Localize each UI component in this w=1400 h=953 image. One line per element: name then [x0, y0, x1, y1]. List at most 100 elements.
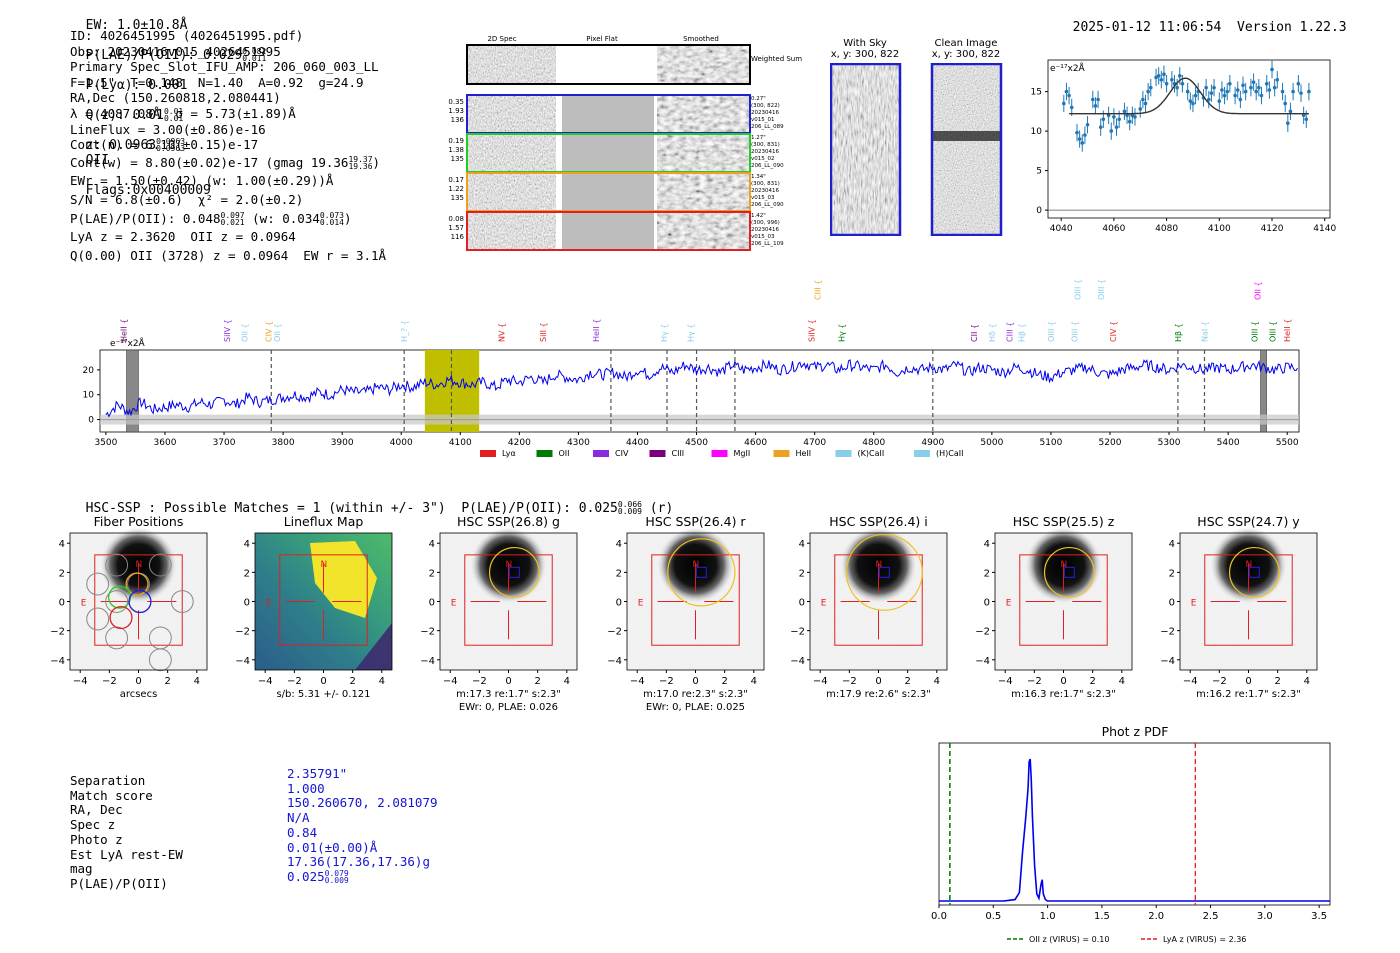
hsc-north-3: N [693, 560, 700, 570]
lf-xlabel-4: 4120 [1261, 224, 1284, 234]
photz-xlabel-5: 2.5 [1203, 911, 1219, 922]
lf-point-66 [1270, 67, 1274, 72]
match-value-lya-ew: 0.01(±0.00)Å [287, 839, 378, 855]
hsc-xlabel-4-2: 0 [875, 676, 881, 687]
match-label-score: Match score [70, 787, 153, 803]
cutout-right-2-1: (300, 831) [751, 181, 780, 187]
info-q: Q(0.00) OII (3728) z = 0.0964 EW r = 3.1… [70, 247, 387, 263]
hsc-east-0: E [81, 599, 87, 609]
hsc-panel-title-5: HSC SSP(25.5) z [1013, 514, 1115, 529]
hsc-ylabel-1-2: 0 [244, 598, 250, 609]
spec-ylabel-2: 20 [83, 366, 95, 376]
lf-point-1 [1064, 89, 1069, 94]
lf-point-48 [1212, 85, 1216, 90]
fiber-5 [86, 572, 110, 596]
lf-point-70 [1283, 101, 1287, 106]
spec-xlabel-11: 4600 [744, 438, 767, 448]
spec-line-label-2: OII { [241, 323, 250, 342]
hsc-ylabel-5-3: 2 [984, 568, 990, 579]
match-value-separation: 2.35791" [287, 766, 348, 781]
lf-point-9 [1091, 97, 1095, 102]
fiber-0 [105, 590, 129, 613]
cutout-right-3-3: v015_03 [751, 234, 775, 240]
info-plae-text: P(LAE)/P(OII): 0.048 [70, 210, 221, 226]
spec-legend-label-1: OII [559, 449, 570, 458]
lf-ylabel-3: 15 [1031, 88, 1042, 98]
lf-point-22 [1130, 113, 1135, 118]
info-lineflux: LineFlux = 3.00(±0.86)e-16 [70, 121, 266, 137]
header-z: z: 0.0963 [85, 138, 157, 153]
hsc-east-1: E [266, 599, 272, 609]
hsc-ylabel-0-1: −2 [50, 627, 65, 638]
hsc-bluebox-2 [508, 566, 520, 578]
hsc-ylabel-3-2: 0 [616, 598, 622, 609]
match-label-specz: Spec z [70, 817, 116, 833]
hsc-ylabel-1-3: 2 [244, 568, 250, 579]
info-plae-w: (w: 0.034 [252, 210, 320, 226]
hsc-xlabel-1-0: −4 [258, 676, 273, 687]
info-plae: P(LAE)/P(OII): 0.048 0.097 0.021 (w: 0.034… [70, 211, 386, 227]
hsc-xlabel-5-0: −4 [998, 676, 1013, 687]
hsc-east-3: E [638, 599, 644, 609]
lf-point-2 [1067, 93, 1071, 98]
hsc-ylabel-6-4: 4 [1169, 539, 1175, 550]
hsc-aperture-3 [667, 538, 736, 607]
photz-legend: OII z (VIRUS) = 0.10 LyA z (VIRUS) = 2.3… [1007, 935, 1246, 944]
match-label-photoz: Photo z [70, 831, 123, 847]
line-fit-axes [1047, 59, 1331, 219]
cutout-left-0-0: 0.35 [448, 98, 464, 106]
cutout-smooth-1 [657, 134, 749, 172]
hsc-panel-title-6: HSC SSP(24.7) y [1197, 514, 1300, 529]
hsc-xlabel-6-2: 0 [1245, 676, 1251, 687]
spec-line-label-6: NV { [498, 323, 507, 342]
lf-point-73 [1291, 89, 1295, 94]
info-primary: Primary Spec_Slot_IFU_AMP: 206_060_003_L… [70, 59, 379, 75]
hsc-xlabel-2-3: 2 [534, 676, 540, 687]
info-id: ID: 4026451995 (4026451995.pdf) [70, 28, 304, 43]
lf-point-46 [1206, 97, 1211, 102]
hsc-bluebox-6 [1248, 566, 1260, 578]
weighted-frame [466, 44, 751, 85]
legend-lya-label: LyA z (VIRUS) = 2.36 [1163, 935, 1246, 944]
cutout-right-3-1: (300, 996) [751, 220, 780, 226]
info-sn: S/N = 6.8(±0.6) χ² = 2.0(±0.2) [70, 191, 304, 207]
spec-line-label-15: Hδ { [988, 323, 997, 342]
hsc-redbox-1 [279, 554, 368, 646]
cutout-left-0-1: 1.93 [448, 107, 464, 115]
lf-ylabel-0: 0 [1036, 206, 1042, 216]
hsc-redbox-3 [651, 554, 740, 646]
lf-point-59 [1249, 85, 1253, 90]
hsc-ylabel-4-1: −2 [790, 627, 805, 638]
hsc-aperture-2 [488, 546, 540, 598]
cutout-right-0-2: 20230416 [751, 110, 779, 116]
hsc-caption1-6: m:16.2 re:1.7" s:2.3" [1196, 689, 1301, 700]
lf-point-37 [1177, 74, 1182, 78]
header-version: Version 1.22.3 [1237, 20, 1347, 35]
spec-xlabel-10: 4500 [685, 438, 708, 448]
hsc-xlabel-5-4: 4 [1119, 676, 1125, 687]
match-label-mag: mag [70, 861, 93, 877]
hsc-xlabel-1-3: 2 [349, 676, 355, 687]
hsc-xlabel-6-1: −2 [1212, 676, 1227, 687]
info-contw-hi: 19.37 [348, 154, 373, 164]
cutout-2d-3 [468, 212, 556, 250]
hsc-east-2: E [451, 599, 457, 609]
hsc-ylabel-2-0: −4 [420, 656, 435, 667]
hsc-ylabel-5-4: 4 [984, 539, 990, 550]
spec-xlabel-15: 5000 [980, 438, 1003, 448]
lf-point-60 [1251, 80, 1256, 84]
spectrum-plot: HeII {SiIV {OII {CIV {OII {H_? {NV {SiII… [83, 279, 1300, 458]
clean-image [933, 65, 1000, 234]
info-lya: LyA z = 2.3620 OII z = 0.0964 [70, 229, 296, 245]
fiber-4 [86, 607, 110, 631]
spec-mask-0 [126, 349, 139, 433]
cutout-right-1-1: (300, 831) [751, 142, 780, 148]
cutout-2d-0 [468, 95, 556, 133]
hsc-xlabel-5-1: −2 [1027, 676, 1042, 687]
sky-images [830, 63, 1003, 236]
lf-point-23 [1133, 115, 1137, 119]
hsc-east-4: E [821, 599, 827, 609]
